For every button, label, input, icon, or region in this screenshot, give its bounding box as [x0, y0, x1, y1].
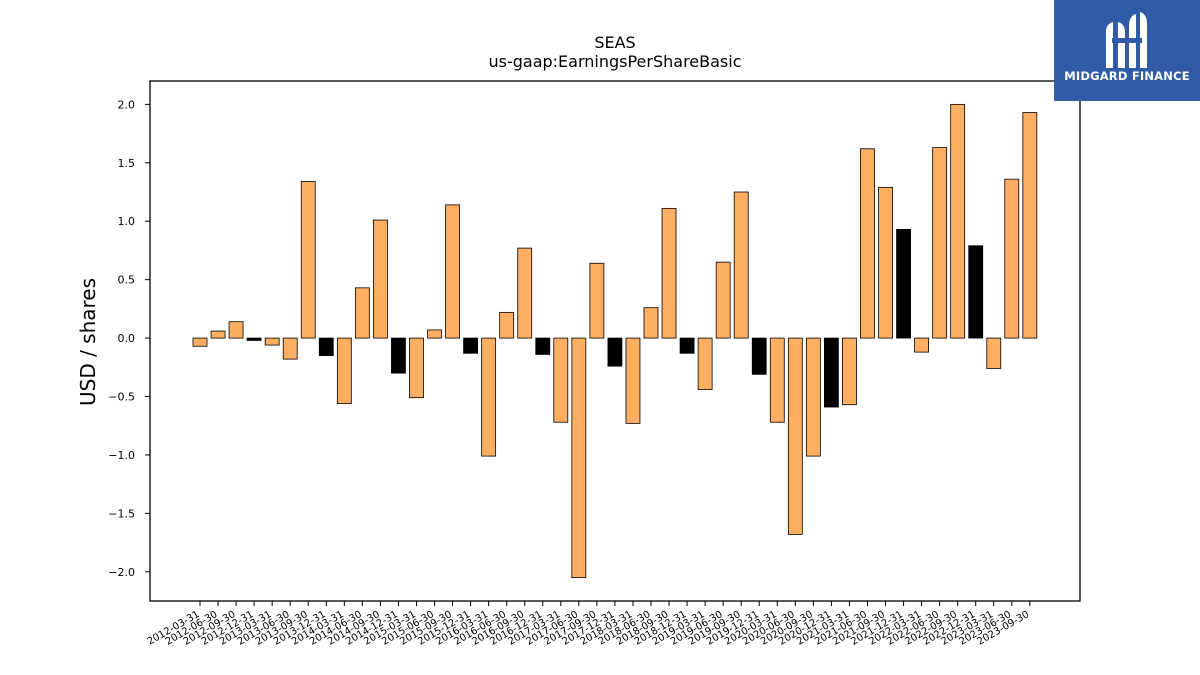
bar-2023-06-30 [1004, 178, 1020, 339]
bar-2017-09-30 [589, 262, 605, 339]
bar-2013-03-31 [264, 337, 280, 346]
plot-frame [149, 80, 1081, 602]
x-axis: 2012-03-312012-06-302012-09-302012-12-31… [146, 601, 1031, 648]
bar-2020-12-31 [824, 337, 839, 408]
bar-2019-03-31 [697, 337, 713, 390]
bar-2015-03-31 [409, 337, 424, 399]
bar-2012-06-30 [210, 330, 226, 339]
bar-2014-03-31 [336, 337, 352, 404]
bar-2018-06-30 [643, 307, 659, 339]
bar-2018-03-31 [625, 337, 641, 424]
bar-2014-06-30 [354, 287, 370, 339]
bar-2020-06-30 [787, 337, 803, 535]
bar-2014-09-30 [372, 219, 388, 339]
y-tick-label: −2.0 [108, 566, 135, 579]
y-tick-label: −1.0 [108, 449, 135, 462]
bar-2018-12-31 [679, 337, 695, 354]
bar-2016-09-30 [517, 247, 533, 339]
bar-2022-03-31 [914, 337, 929, 353]
bar-2019-06-30 [715, 261, 731, 339]
midgard-finance-logo: MIDGARD FINANCE [1054, 0, 1200, 101]
bar-2017-12-31 [607, 337, 623, 367]
bar-2017-03-31 [553, 337, 569, 423]
bar-2012-03-31 [192, 337, 208, 347]
bar-2015-06-30 [427, 329, 442, 339]
bar-2022-09-30 [950, 103, 966, 339]
logo-text: MIDGARD FINANCE [1064, 69, 1190, 83]
bar-2013-06-30 [282, 337, 298, 360]
bar-2023-03-31 [986, 337, 1002, 369]
y-axis-label: USD / shares [76, 278, 100, 406]
y-tick-label: 0.0 [118, 332, 136, 345]
y-tick-label: 1.0 [118, 215, 136, 228]
y-tick-label: 2.0 [118, 98, 136, 111]
bar-2021-09-30 [878, 186, 893, 339]
bar-2022-12-31 [968, 245, 984, 339]
y-tick-label: −0.5 [108, 391, 135, 404]
bar-2021-12-31 [896, 228, 911, 339]
bar-2016-03-31 [481, 337, 497, 457]
bar-2019-09-30 [733, 191, 749, 339]
bar-2021-03-31 [842, 337, 857, 406]
bar-2021-06-30 [860, 148, 875, 339]
chart-title: SEAS [594, 33, 635, 52]
bar-2023-09-30 [1022, 112, 1038, 339]
bar-2012-09-30 [228, 321, 244, 339]
bar-2018-09-30 [661, 207, 677, 339]
bar-2015-09-30 [445, 204, 460, 339]
bar-2013-12-31 [318, 337, 334, 357]
bar-2017-06-30 [571, 337, 587, 579]
y-tick-label: −1.5 [108, 507, 135, 520]
midgard-m-icon [1106, 12, 1147, 68]
bar-2014-12-31 [391, 337, 406, 374]
chart-subtitle: us-gaap:EarningsPerShareBasic [488, 52, 741, 71]
bar-2015-12-31 [463, 337, 479, 354]
y-tick-label: 0.5 [118, 274, 136, 287]
bar-2012-12-31 [246, 337, 262, 341]
bar-2022-06-30 [932, 147, 948, 339]
bars-group [192, 103, 1038, 579]
bar-2020-09-30 [805, 337, 821, 457]
bar-2019-12-31 [751, 337, 767, 375]
bar-2016-06-30 [499, 311, 515, 339]
y-tick-label: 1.5 [118, 157, 136, 170]
bar-2013-09-30 [300, 181, 316, 339]
y-axis: −2.0 −1.5 −1.0 −0.5 0.0 0.5 1.0 1.5 2.0 [108, 98, 150, 579]
bar-2016-12-31 [535, 337, 551, 355]
bar-2020-03-31 [769, 337, 785, 423]
